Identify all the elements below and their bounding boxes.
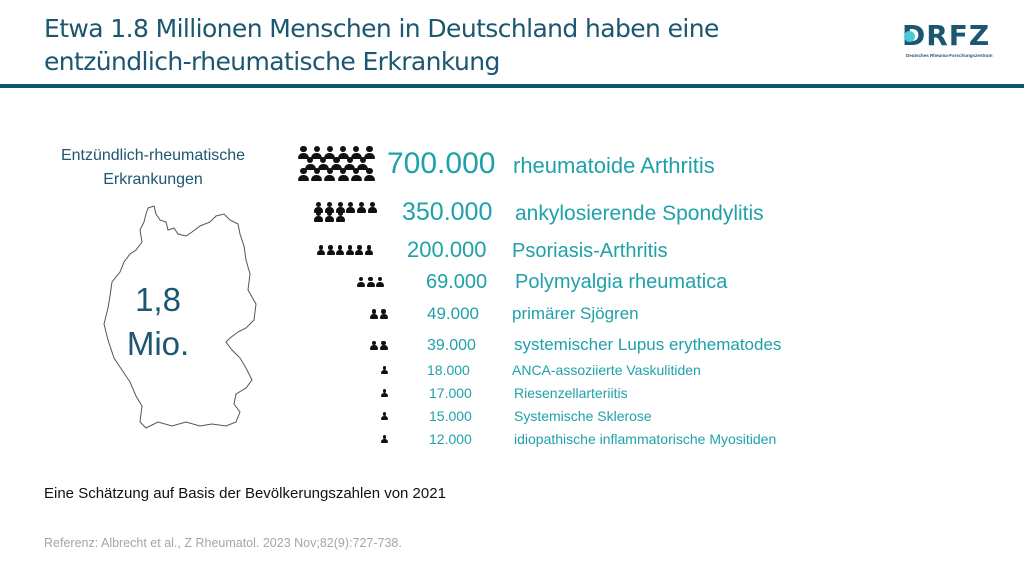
disease-count: 200.000 [407, 237, 487, 262]
germany-map-icon [70, 200, 260, 440]
person-icon [326, 245, 335, 255]
total-unit: Mio. [126, 325, 190, 362]
disease-name: rheumatoide Arthritis [513, 153, 715, 179]
disease-name: ankylosierende Spondylitis [515, 201, 764, 225]
person-icon [317, 157, 329, 171]
left-label-line-2: Erkrankungen [103, 171, 203, 188]
person-icon [370, 340, 378, 351]
person-icon [311, 146, 323, 160]
person-icon [376, 277, 385, 287]
person-icon [370, 309, 378, 319]
person-icon [350, 146, 362, 160]
disease-name: ANCA-assoziierte Vaskulitiden [512, 362, 701, 378]
disease-name: Riesenzellarteriitis [514, 385, 628, 401]
disease-name: Psoriasis-Arthritis [512, 239, 668, 262]
disease-count: 49.000 [427, 304, 479, 323]
person-icon [366, 277, 375, 287]
disease-name: Polymyalgia rheumatica [515, 271, 728, 293]
total-count: 1,8 Mio. [98, 278, 218, 366]
estimate-note: Eine Schätzung auf Basis der Bevölkerung… [44, 485, 446, 502]
total-value: 1,8 [135, 281, 181, 318]
person-icon [314, 201, 323, 213]
person-icon [298, 168, 309, 182]
person-icon [379, 309, 388, 319]
person-icon [331, 157, 342, 171]
person-icon [314, 210, 323, 222]
person-icon [324, 201, 334, 213]
person-icon [324, 210, 334, 222]
person-icon [317, 245, 325, 255]
person-icon [350, 168, 362, 182]
person-icon [364, 168, 375, 182]
person-icon [381, 435, 388, 444]
person-icon [311, 168, 323, 182]
person-icon [381, 366, 388, 375]
person-icon [355, 245, 364, 255]
disease-name: primärer Sjögren [512, 304, 639, 323]
person-icon [346, 201, 356, 213]
disease-count: 12.000 [429, 431, 472, 447]
disease-count: 18.000 [427, 362, 470, 378]
disease-count: 700.000 [387, 147, 496, 180]
person-icon [357, 277, 365, 287]
person-icon [345, 245, 354, 255]
drfz-logo: DRFZ Deutsches Rheuma-Forschungszentrum [902, 20, 1002, 64]
person-icon [344, 157, 356, 171]
disease-count: 39.000 [427, 337, 476, 354]
person-icon [336, 245, 345, 255]
logo-dot-icon [904, 31, 915, 42]
person-icon [324, 168, 336, 182]
person-icon [381, 412, 388, 421]
person-icon [365, 245, 373, 255]
left-label-line-1: Entzündlich-rheumatische [60, 147, 246, 164]
title-line-1: Etwa 1.8 Millionen Menschen in Deutschla… [44, 14, 719, 43]
disease-count: 15.000 [429, 408, 472, 424]
person-icon [381, 389, 388, 398]
person-icon [335, 210, 345, 222]
left-panel-label: Entzündlich-rheumatische Erkrankungen [30, 144, 276, 192]
disease-name: systemischer Lupus erythematodes [514, 335, 782, 355]
header-divider [0, 84, 1024, 88]
person-icon [368, 201, 377, 213]
disease-count: 17.000 [429, 385, 472, 401]
person-icon [298, 146, 309, 160]
person-icon [337, 168, 349, 182]
disease-count: 69.000 [426, 271, 488, 293]
person-icon [364, 146, 375, 160]
logo-subtitle: Deutsches Rheuma-Forschungszentrum [906, 53, 993, 58]
person-icon [335, 201, 345, 213]
person-icon [337, 146, 349, 160]
person-icon [357, 201, 367, 213]
logo-wordmark: DRFZ [902, 19, 991, 52]
disease-count: 350.000 [402, 198, 493, 226]
reference-text: Referenz: Albrecht et al., Z Rheumatol. … [44, 536, 402, 550]
person-icon [379, 340, 388, 351]
disease-name: idiopathische inflammatorische Myositide… [514, 431, 777, 447]
title-line-2: entzündlich-rheumatische Erkrankung [44, 47, 500, 76]
person-icon [324, 146, 336, 160]
person-icon [304, 157, 316, 171]
page-title: Etwa 1.8 Millionen Menschen in Deutschla… [44, 12, 844, 78]
person-icon [357, 157, 369, 171]
disease-name: Systemische Sklerose [514, 408, 652, 424]
